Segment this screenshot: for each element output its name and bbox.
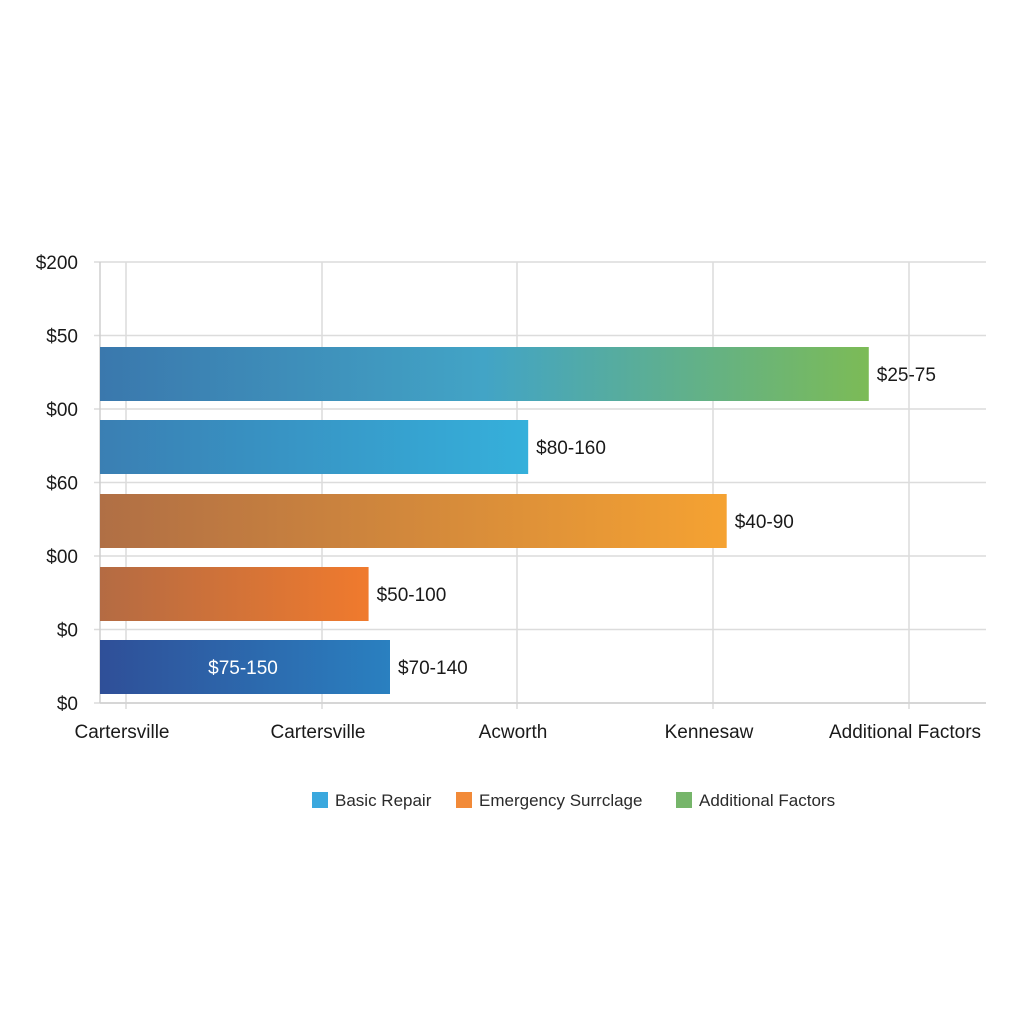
legend: Basic Repair Emergency Surrclage Additiona… [312, 791, 835, 810]
bar [100, 347, 869, 401]
bar-value-label: $80-160 [536, 438, 606, 459]
legend-swatch [676, 792, 692, 808]
y-tick-label: $00 [46, 547, 78, 568]
bar-value-label: $70-140 [398, 658, 468, 679]
y-tick-label: $50 [46, 327, 78, 348]
x-tick-label: Acworth [479, 722, 548, 743]
x-tick-label: Kennesaw [665, 722, 754, 743]
grid [94, 261, 986, 709]
legend-swatch [312, 792, 328, 808]
x-tick-label: Cartersville [74, 722, 169, 743]
legend-label: Additional Factors [699, 791, 835, 810]
bar-inner-label: $75-150 [208, 658, 278, 679]
x-axis-ticks: Cartersville Cartersville Acworth Kennesaw A… [74, 722, 981, 743]
bar [100, 640, 390, 694]
x-tick-label: Cartersville [270, 722, 365, 743]
bar [100, 494, 727, 548]
legend-swatch [456, 792, 472, 808]
bar-value-label: $25-75 [877, 365, 936, 386]
bar [100, 420, 529, 474]
x-tick-label: Additional Factors [829, 722, 981, 743]
bars: $25-75 $80-160 $40-90 $50-100 $70-140 $75-150 [100, 347, 936, 694]
bar-value-label: $50-100 [377, 585, 447, 606]
legend-label: Basic Repair [335, 791, 432, 810]
y-tick-label: $200 [36, 253, 78, 274]
y-tick-label: $0 [57, 694, 78, 715]
y-tick-label: $0 [57, 621, 78, 642]
bar-value-label: $40-90 [735, 512, 794, 533]
y-tick-label: $00 [46, 400, 78, 421]
y-tick-label: $60 [46, 474, 78, 495]
y-axis-ticks: $200 $50 $00 $60 $00 $0 $0 [36, 253, 78, 715]
bar [100, 567, 369, 621]
legend-label: Emergency Surrclage [479, 791, 642, 810]
